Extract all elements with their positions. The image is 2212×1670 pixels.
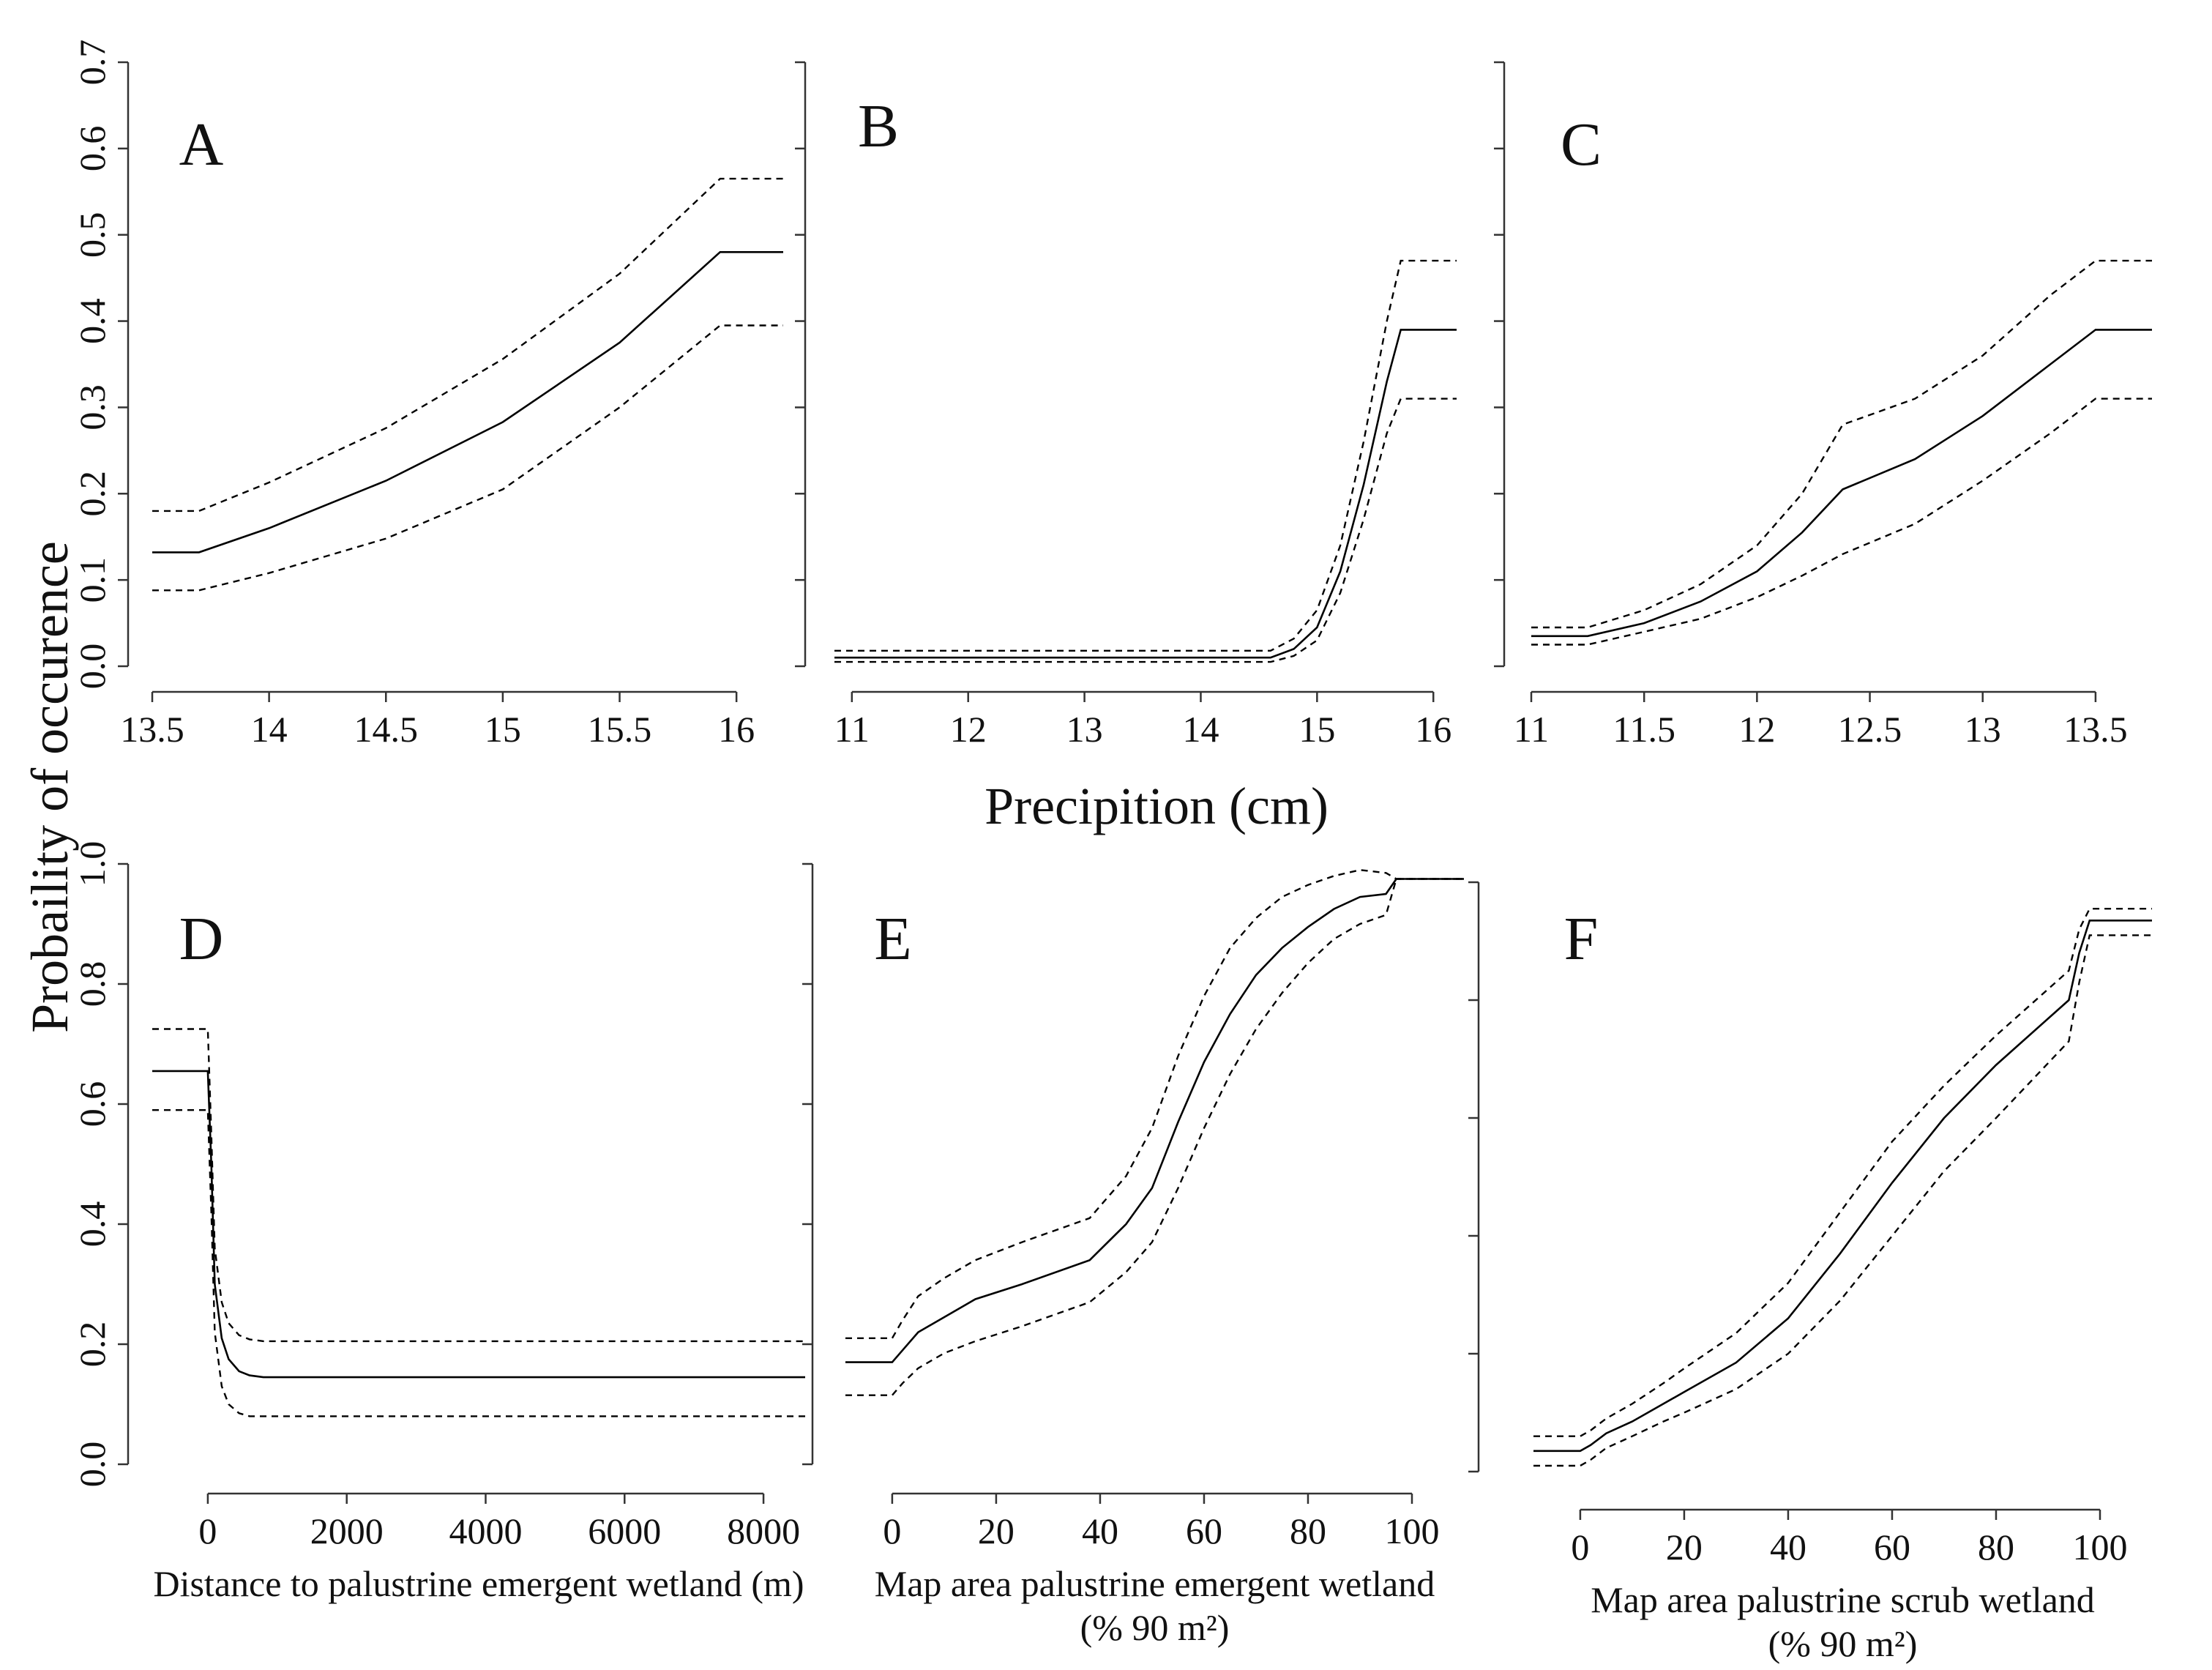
x-tick-label: 11 xyxy=(834,709,870,750)
y-tick-label: 0.4 xyxy=(72,298,113,344)
panel-c: C 11 11.5 12 12.5 13 13.5 xyxy=(1494,61,2152,750)
upper-ci-curve xyxy=(1531,259,2152,629)
x-tick-label: 15.5 xyxy=(588,709,652,750)
lower-ci-curve xyxy=(152,1108,805,1417)
fitted-curve xyxy=(1531,329,2152,638)
y-tick-label: 0.2 xyxy=(72,471,113,517)
y-tick-label: 0.1 xyxy=(72,557,113,603)
lower-ci-curve xyxy=(152,324,783,592)
y-tick-label: 0.6 xyxy=(72,1081,113,1127)
x-tick-label: 13.5 xyxy=(120,709,184,750)
panel-f: F 0 20 40 60 80 100 Map area palustrine scrub w… xyxy=(1468,881,2152,1664)
panel-d: D 0.0 0.2 0.4 0.6 0.8 1.0 0 2000 4000 6000 8000 Dist… xyxy=(72,841,805,1604)
fitted-curve xyxy=(1533,920,2152,1453)
y-tick-label: 0.6 xyxy=(72,126,113,172)
x-tick-label: 14.5 xyxy=(354,709,419,750)
shared-x-axis-title: Precipition (cm) xyxy=(984,777,1329,835)
x-tick-label: 8000 xyxy=(727,1510,800,1551)
y-axis-title: Probaility of occurence xyxy=(20,541,79,1033)
fitted-curve xyxy=(834,329,1457,659)
x-tick-label: 11.5 xyxy=(1613,709,1675,750)
upper-ci-curve xyxy=(1533,907,2152,1437)
lower-ci-curve xyxy=(1533,934,2152,1467)
panel-letter: C xyxy=(1561,111,1602,179)
x-tick-label: 13 xyxy=(1066,709,1103,750)
x-tick-label: 0 xyxy=(1571,1527,1589,1568)
fitted-curve xyxy=(152,250,783,553)
panel-letter: A xyxy=(179,111,224,179)
x-tick-label: 6000 xyxy=(588,1510,661,1551)
x-tick-label: 60 xyxy=(1874,1527,1910,1568)
panel-e: E 0 20 40 60 80 100 Map area palustrine emergen… xyxy=(802,862,1464,1648)
upper-ci-curve xyxy=(845,868,1464,1340)
x-tick-label: 12.5 xyxy=(1838,709,1902,750)
x-axis-units: (% 90 m²) xyxy=(1080,1607,1230,1648)
upper-ci-curve xyxy=(834,259,1457,652)
upper-ci-curve xyxy=(152,177,783,512)
x-tick-label: 80 xyxy=(1290,1510,1326,1551)
y-tick-label: 0.8 xyxy=(72,961,113,1007)
x-axis-title: Distance to palustrine emergent wetland … xyxy=(153,1563,804,1604)
x-axis-title: Map area palustrine emergent wetland xyxy=(875,1563,1435,1604)
panel-b: B 11 12 13 14 15 16 xyxy=(795,61,1457,750)
y-tick-label: 1.0 xyxy=(72,841,113,887)
panel-letter: D xyxy=(179,905,224,973)
panel-letter: B xyxy=(858,92,899,160)
x-tick-label: 2000 xyxy=(310,1510,384,1551)
x-tick-label: 12 xyxy=(1738,709,1775,750)
x-tick-label: 100 xyxy=(1384,1510,1439,1551)
y-tick-label: 0.7 xyxy=(72,40,113,86)
y-tick-label: 0.2 xyxy=(72,1322,113,1368)
x-axis-title: Map area palustrine scrub wetland xyxy=(1591,1579,2095,1620)
x-tick-label: 0 xyxy=(883,1510,901,1551)
upper-ci-curve xyxy=(152,1028,805,1343)
y-tick-label: 0.4 xyxy=(72,1201,113,1248)
x-tick-label: 0 xyxy=(198,1510,217,1551)
x-tick-label: 20 xyxy=(978,1510,1015,1551)
lower-ci-curve xyxy=(845,878,1464,1396)
x-tick-label: 13 xyxy=(1965,709,2001,750)
x-tick-label: 13.5 xyxy=(2063,709,2128,750)
x-tick-label: 12 xyxy=(950,709,987,750)
y-tick-label: 0.3 xyxy=(72,384,113,430)
panel-letter: E xyxy=(874,905,911,973)
x-tick-label: 60 xyxy=(1186,1510,1222,1551)
x-axis-units: (% 90 m²) xyxy=(1768,1623,1918,1664)
x-tick-label: 15 xyxy=(1299,709,1335,750)
panel-a: A 0.0 0.1 0.2 0.3 0.4 0.5 0.6 0.7 13.5 14 14.5 15 15.… xyxy=(72,40,783,750)
fitted-curve xyxy=(152,1070,805,1379)
lower-ci-curve xyxy=(1531,398,2152,646)
y-tick-label: 0.0 xyxy=(72,1442,113,1488)
x-tick-label: 20 xyxy=(1666,1527,1703,1568)
fitted-curve xyxy=(845,878,1464,1363)
x-tick-label: 14 xyxy=(251,709,288,750)
x-tick-label: 40 xyxy=(1082,1510,1118,1551)
x-tick-label: 16 xyxy=(718,709,755,750)
x-tick-label: 4000 xyxy=(449,1510,522,1551)
x-tick-label: 80 xyxy=(1978,1527,2014,1568)
lower-ci-curve xyxy=(834,398,1457,663)
panel-letter: F xyxy=(1564,905,1599,973)
x-tick-label: 15 xyxy=(485,709,521,750)
x-tick-label: 11 xyxy=(1514,709,1549,750)
x-tick-label: 40 xyxy=(1770,1527,1806,1568)
x-tick-label: 14 xyxy=(1182,709,1219,750)
x-tick-label: 16 xyxy=(1415,709,1451,750)
y-tick-label: 0.5 xyxy=(72,212,113,258)
x-tick-label: 100 xyxy=(2072,1527,2127,1568)
y-tick-label: 0.0 xyxy=(72,644,113,690)
